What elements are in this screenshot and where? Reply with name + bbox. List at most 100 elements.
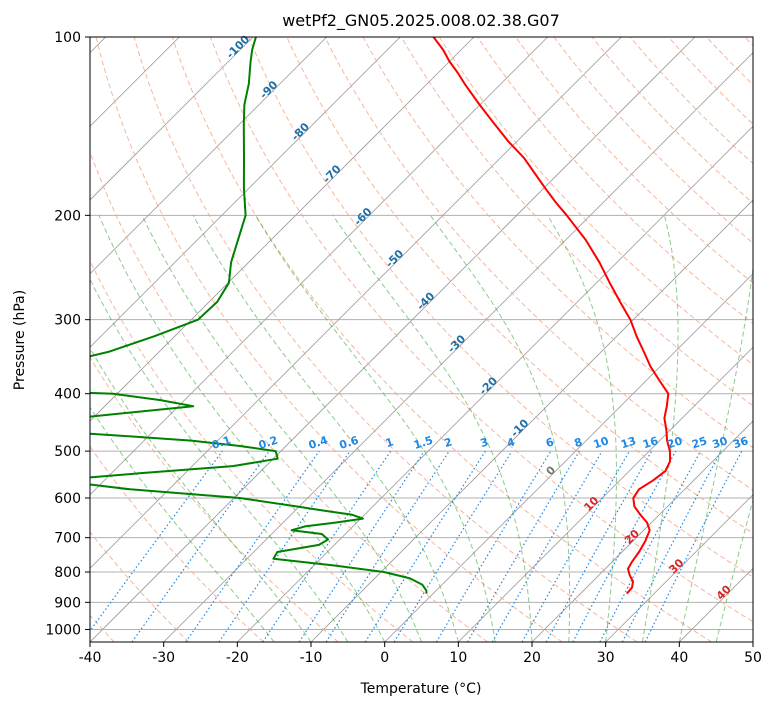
x-tick-label: 40 [670,650,688,666]
moist-adiabats [90,215,753,642]
dry-adiabat [90,531,190,642]
mixing-ratio-label: 20 [665,434,684,451]
y-tick-label: 100 [54,30,81,46]
dry-adiabat [477,37,753,325]
isotherm [90,37,254,201]
moist-adiabat [678,264,753,642]
mixing-ratio-label: 30 [711,434,730,451]
x-tick-label: 20 [523,650,541,666]
y-tick-label: 200 [54,208,81,224]
mixing-ratio-line [185,450,320,642]
x-tick-label: -30 [152,650,175,666]
x-tick-label: 10 [449,650,467,666]
dry-adiabat [248,37,753,578]
mixing-ratio-label: 0.1 [210,434,233,452]
dry-adiabat [90,259,414,642]
x-tick-label: -40 [79,650,102,666]
isotherm [90,37,401,348]
mixing-ratio-line [393,450,513,642]
isotherms [90,37,753,642]
mixing-ratio-label: 1.5 [412,434,435,452]
axes: -40 -30 -20 -10 0 10 20 30 40 5010020030040050060… [45,30,762,666]
mixing-ratio-label: 0.2 [257,434,280,452]
dry-adiabat [591,37,753,204]
moist-adiabat [98,215,386,642]
dry-adiabat [400,37,753,407]
y-tick-label: 1000 [45,622,81,638]
mixing-ratio-label: 8 [573,435,584,450]
y-tick-label: 900 [54,595,81,611]
isotherm [605,494,753,642]
mixing-ratio-label: 2 [443,435,454,450]
isotherm [90,37,327,275]
plot-background [90,37,753,642]
mixing-ratio-label: 6 [544,435,556,450]
isotherm [163,52,753,642]
moist-adiabat [255,215,496,642]
mixing-ratio-line [521,450,631,642]
dry-adiabat [362,37,753,449]
mixing-ratio-label: 25 [690,434,709,451]
mixing-ratio-line [572,450,677,642]
mixing-ratio-label: 36 [731,434,750,451]
mixing-ratio-label: 13 [619,434,638,451]
y-tick-label: 400 [54,387,81,403]
y-tick-label: 300 [54,313,81,329]
dry-adiabat [438,37,753,366]
moist-adiabat [192,215,459,642]
temperature-line [432,37,672,595]
y-tick-label: 700 [54,531,81,547]
isotherm [90,37,548,496]
isotherm [458,346,753,642]
mixing-ratio-label: 4 [505,435,517,450]
y-axis-label: Pressure (hPa) [12,290,28,390]
mixing-ratio-label: 1 [384,435,395,450]
isotherm [531,420,753,642]
x-axis-label: Temperature (°C) [360,681,482,697]
isotherm [237,125,753,642]
isotherm [90,37,622,569]
dry-adiabat [324,37,753,491]
dewpoint-line [90,37,428,594]
dry-adiabat [171,37,712,642]
x-tick-label: 0 [380,650,389,666]
y-tick-label: 600 [54,491,81,507]
moist-adiabat [715,498,753,642]
mixing-ratio-label: 16 [641,434,660,451]
mixing-ratio-label: 10 [592,434,611,451]
moist-adiabat [546,215,617,642]
dry-adiabat [90,150,488,642]
dry-adiabat [133,37,638,642]
moist-adiabat [642,215,679,642]
moist-adiabat [141,215,422,642]
dry-adiabat [95,37,563,642]
mixing-ratio-line [364,450,486,642]
x-tick-label: 50 [744,650,762,666]
mixing-ratio-line [435,450,552,642]
isotherm [90,37,475,422]
y-tick-label: 800 [54,565,81,581]
chart-title: wetPf2_GN05.2025.008.02.38.G07 [282,11,560,31]
mixing-ratio-line [90,450,223,632]
y-tick-label: 500 [54,444,81,460]
x-tick-label: -20 [226,650,249,666]
mixing-ratio-label: 0.4 [307,433,330,451]
mixing-ratio-line [545,450,653,642]
isotherm [384,273,753,642]
x-tick-label: 30 [597,650,615,666]
dry-adiabat [553,37,753,244]
mixing-ratio-line [491,450,603,642]
mixing-ratio-line [131,450,270,642]
profile-lines [90,37,672,595]
mixing-ratio-lines [90,450,743,642]
dry-adiabat [210,37,753,623]
x-tick-label: -10 [300,650,323,666]
plot-frame [89,36,754,643]
moist-adiabat [90,347,312,642]
mixing-ratio-line [218,450,351,642]
dry-adiabat [286,37,753,534]
mixing-ratio-label: 3 [479,435,490,450]
mixing-ratio-line [325,450,450,642]
mixing-ratio-label: 0.6 [338,433,361,451]
